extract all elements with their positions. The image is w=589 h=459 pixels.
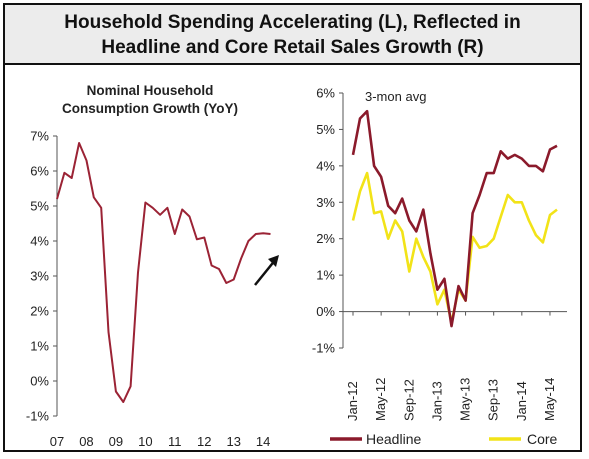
right-y-tick-label: 4% bbox=[316, 158, 335, 173]
right-x-tick-label: Jan-14 bbox=[514, 381, 529, 421]
left-y-tick-label: 4% bbox=[30, 234, 49, 249]
charts-canvas: Nominal Household Consumption Growth (Yo… bbox=[26, 83, 567, 449]
right-x-tick-label: Jan-12 bbox=[345, 381, 360, 421]
left-y-tick-label: 3% bbox=[30, 269, 49, 284]
left-x-tick-label: 10 bbox=[138, 434, 152, 449]
right-x-tick-label: Sep-13 bbox=[486, 379, 501, 421]
left-chart: Nominal Household Consumption Growth (Yo… bbox=[26, 83, 279, 449]
right-x-tick-label: Jan-13 bbox=[429, 381, 444, 421]
left-x-tick-label: 08 bbox=[79, 434, 93, 449]
left-series-line bbox=[56, 142, 271, 403]
right-chart: 3-mon avg -1% 0% 1% 2% 3% 4% 5% 6% Jan-12 May-12 S… bbox=[312, 86, 567, 421]
left-x-tick-label: 09 bbox=[109, 434, 123, 449]
right-y-tick-label: -1% bbox=[312, 341, 336, 356]
right-x-tick-label: Sep-12 bbox=[401, 379, 416, 421]
left-y-tick-label: 1% bbox=[30, 339, 49, 354]
legend-label-headline: Headline bbox=[366, 431, 421, 447]
right-x-tick-label: May-14 bbox=[542, 378, 557, 421]
left-y-tick-label: 7% bbox=[30, 129, 49, 144]
right-y-tick-label: 1% bbox=[316, 268, 335, 283]
legend-label-core: Core bbox=[527, 431, 558, 447]
title-line-1: Household Spending Accelerating (L), Ref… bbox=[64, 12, 521, 33]
right-annotation-3-mon-avg: 3-mon avg bbox=[365, 89, 426, 104]
left-y-tick-label: 2% bbox=[30, 304, 49, 319]
right-y-tick-label: 0% bbox=[316, 304, 335, 319]
left-title-line-2: Consumption Growth (YoY) bbox=[62, 101, 238, 116]
left-x-tick-label: 07 bbox=[50, 434, 64, 449]
figure-title: Household Spending Accelerating (L), Ref… bbox=[5, 5, 580, 65]
right-x-tick-label: May-12 bbox=[373, 378, 388, 421]
left-y-tick-label: -1% bbox=[26, 409, 50, 424]
right-y-tick-label: 3% bbox=[316, 195, 335, 210]
left-y-tick-label: 5% bbox=[30, 199, 49, 214]
figure-frame: Household Spending Accelerating (L), Ref… bbox=[3, 3, 582, 452]
left-x-tick-label: 11 bbox=[168, 434, 182, 449]
trend-arrow-head bbox=[268, 255, 279, 267]
right-legend: Headline Core bbox=[330, 431, 558, 447]
headline-series-line bbox=[351, 109, 558, 328]
right-y-tick-label: 6% bbox=[316, 86, 335, 101]
title-line-2: Headline and Core Retail Sales Growth (R… bbox=[101, 37, 484, 58]
left-x-tick-label: 13 bbox=[226, 434, 240, 449]
left-x-tick-label: 14 bbox=[256, 434, 270, 449]
left-x-tick-label: 12 bbox=[197, 434, 211, 449]
right-x-tick-label: May-13 bbox=[458, 378, 473, 421]
left-y-tick-label: 0% bbox=[30, 374, 49, 389]
left-y-tick-label: 6% bbox=[30, 164, 49, 179]
right-y-tick-label: 5% bbox=[316, 122, 335, 137]
left-title-line-1: Nominal Household bbox=[87, 83, 214, 98]
right-y-tick-label: 2% bbox=[316, 231, 335, 246]
